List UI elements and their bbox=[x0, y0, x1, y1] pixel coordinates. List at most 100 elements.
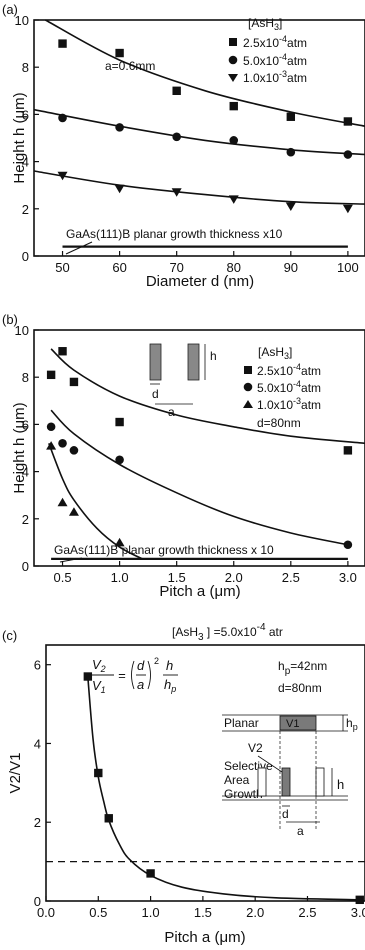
x-tick-label: 1.5 bbox=[194, 905, 212, 920]
data-point-series-3 bbox=[228, 195, 239, 204]
x-tick-label: 60 bbox=[112, 260, 126, 275]
panel-b-ticks: 0.5 1.0 1.5 2.0 2.5 3.0 0 2 4 6 8 10 bbox=[15, 323, 357, 585]
nanowire-left bbox=[149, 343, 162, 381]
data-point-series-1 bbox=[229, 101, 238, 111]
fit-curve-series-3 bbox=[48, 443, 143, 560]
panel-c-title: [AsH3 ] =5.0x10-4 atr bbox=[172, 622, 283, 643]
y-tick-label: 10 bbox=[15, 323, 29, 338]
panel-c: (c) [AsH3 ] =5.0x10-4 atr 0.0 0.5 1.0 1.5 2.… bbox=[2, 622, 365, 946]
fit-curve-series-2 bbox=[33, 108, 365, 156]
data-point-series-1 bbox=[83, 672, 93, 681]
panel-b-legend-entry-3: 1.0x10-3atm bbox=[257, 396, 321, 412]
data-point-series-3 bbox=[285, 202, 296, 211]
nanowire-outline-right bbox=[315, 767, 325, 797]
inset-a-label-c: a bbox=[297, 824, 304, 838]
panel-a-fit-curves bbox=[33, 19, 365, 248]
panel-c-frame bbox=[45, 644, 365, 902]
y-tick-label: 6 bbox=[22, 417, 29, 432]
inset-h-label: h bbox=[210, 349, 217, 363]
data-point-series-1 bbox=[115, 417, 124, 427]
nanowire-right bbox=[187, 343, 200, 381]
formula-a: a bbox=[137, 677, 144, 692]
panel-b-frame bbox=[33, 329, 365, 567]
legend-marker-triangle-down bbox=[228, 74, 238, 82]
formula-h: h bbox=[166, 658, 173, 673]
y-tick-label: 2 bbox=[22, 512, 29, 527]
data-point-series-1 bbox=[172, 86, 181, 95]
formula-equals: = bbox=[118, 668, 126, 683]
panel-a-y-axis-label: Height h (μm) bbox=[11, 92, 28, 183]
x-tick-label: 2.5 bbox=[282, 570, 300, 585]
panel-a-label: (a) bbox=[2, 2, 18, 17]
panel-a-legend: [AsH3] 2.5x10-4atm 5.0x10-4atm 1.0x10-3a… bbox=[228, 16, 307, 85]
x-tick-label: 3.0 bbox=[351, 905, 365, 920]
x-tick-label: 0.5 bbox=[89, 905, 107, 920]
panel-c-y-axis-label: V2/V1 bbox=[7, 753, 24, 794]
data-point-series-1 bbox=[115, 48, 124, 58]
x-tick-label: 0.0 bbox=[37, 905, 55, 920]
inset-v2-label: V2 bbox=[248, 741, 263, 755]
panel-c-hp-note: hp=42nm bbox=[278, 659, 327, 677]
fit-curve-series-3 bbox=[33, 170, 365, 205]
data-point-series-3 bbox=[57, 497, 68, 507]
fit-curve-series-1 bbox=[45, 19, 365, 127]
panel-b-legend-entry-2: 5.0x10-4atm bbox=[257, 379, 321, 395]
formula-hp: hp bbox=[164, 677, 176, 694]
fit-curve-series-1 bbox=[50, 348, 365, 445]
legend-marker-square bbox=[244, 366, 252, 374]
data-point-series-1 bbox=[46, 370, 56, 380]
panel-b-legend-entry-1: 2.5x10-4atm bbox=[257, 362, 321, 378]
panel-b-planar-note: GaAs(111)B planar growth thickness x 10 bbox=[54, 543, 274, 557]
panel-c-label: (c) bbox=[2, 628, 17, 643]
panel-a-frame bbox=[33, 19, 365, 257]
x-tick-label: 2.0 bbox=[225, 570, 243, 585]
panel-c-x-axis-label: Pitch a (μm) bbox=[164, 929, 245, 946]
data-point-series-3 bbox=[114, 184, 125, 194]
inset-area-label: Area bbox=[224, 773, 250, 787]
formula-paren-right bbox=[147, 660, 151, 690]
y-tick-label: 10 bbox=[15, 13, 29, 28]
x-tick-label: 70 bbox=[169, 260, 183, 275]
panel-b: (b) 0.5 1.0 1.5 2.0 2.5 3.0 0 2 4 6 8 10 Height h (… bbox=[2, 312, 365, 600]
y-tick-label: 8 bbox=[22, 60, 29, 75]
data-point-series-3 bbox=[171, 188, 182, 197]
legend-marker-circle bbox=[243, 382, 253, 392]
panel-b-y-axis-label: Height h (μm) bbox=[11, 402, 28, 493]
y-tick-label: 8 bbox=[22, 370, 29, 385]
data-point-series-2 bbox=[58, 438, 67, 448]
formula-d: d bbox=[137, 658, 145, 673]
panel-a-legend-entry-1: 2.5x10-4atm bbox=[243, 34, 307, 50]
fit-curve-series-2 bbox=[50, 409, 349, 546]
x-tick-label: 90 bbox=[284, 260, 298, 275]
data-point-series-2 bbox=[46, 422, 56, 432]
data-point-series-1 bbox=[355, 895, 364, 905]
y-tick-label: 4 bbox=[22, 155, 29, 170]
panel-a-pitch-note: a=0.6mm bbox=[105, 59, 155, 73]
legend-marker-triangle-up bbox=[243, 400, 253, 408]
data-point-series-3 bbox=[46, 441, 57, 450]
panel-b-label: (b) bbox=[2, 312, 18, 327]
panel-b-diameter-note: d=80nm bbox=[257, 416, 301, 430]
x-tick-label: 1.0 bbox=[142, 905, 160, 920]
data-point-series-2 bbox=[343, 150, 353, 159]
panel-c-ticks: 0.0 0.5 1.0 1.5 2.0 2.5 3.0 0 2 4 6 bbox=[34, 658, 365, 920]
y-tick-label: 0 bbox=[22, 249, 29, 264]
x-tick-label: 100 bbox=[337, 260, 359, 275]
y-tick-label: 6 bbox=[34, 658, 41, 673]
data-point-series-2 bbox=[115, 455, 124, 465]
formula-v2: V2 bbox=[92, 657, 106, 674]
data-point-series-1 bbox=[69, 377, 79, 387]
x-tick-label: 0.5 bbox=[53, 570, 71, 585]
x-tick-label: 1.0 bbox=[111, 570, 129, 585]
y-tick-label: 4 bbox=[34, 736, 41, 751]
formula-v1: V1 bbox=[92, 678, 106, 695]
panel-a-legend-entry-2: 5.0x10-4atm bbox=[243, 52, 307, 68]
x-tick-label: 1.5 bbox=[168, 570, 186, 585]
panel-b-x-axis-label: Pitch a (μm) bbox=[159, 583, 240, 600]
legend-marker-circle bbox=[228, 55, 238, 65]
panel-a-data-points bbox=[57, 39, 353, 214]
x-tick-label: 2.5 bbox=[298, 905, 316, 920]
panel-a-legend-title: [AsH3] bbox=[248, 16, 282, 32]
x-tick-label: 2.0 bbox=[246, 905, 264, 920]
